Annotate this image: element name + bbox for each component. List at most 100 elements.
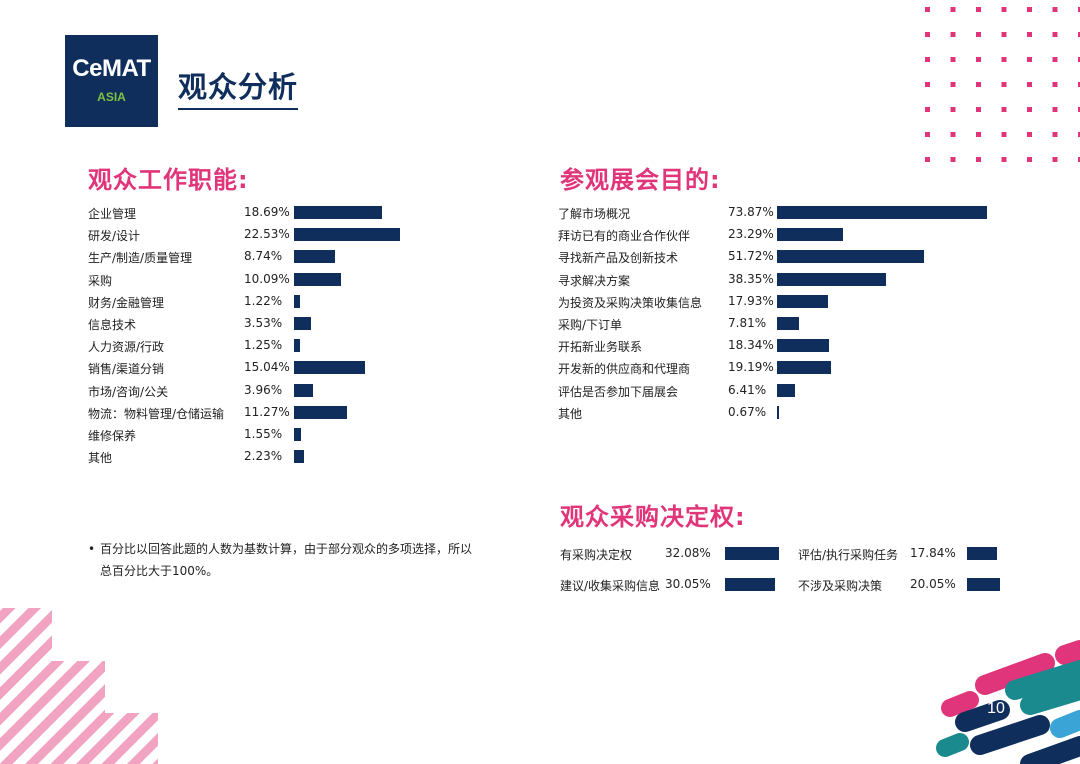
bar: [294, 272, 342, 286]
dot: [1027, 107, 1032, 112]
bar-label: 销售/渠道分销: [88, 362, 165, 377]
bar-label: 了解市场概况: [558, 207, 631, 221]
dot: [925, 107, 930, 112]
bar: [294, 228, 400, 242]
dot: [1078, 7, 1080, 12]
dot: [950, 7, 956, 12]
dot: [925, 57, 930, 62]
bar-label: 评估是否参加下届展会: [558, 384, 679, 399]
bar: [725, 578, 776, 591]
dot: [925, 157, 930, 162]
bar-value-label: 6.41%: [728, 382, 767, 397]
dot: [1027, 32, 1032, 37]
dot: [950, 57, 956, 62]
bar-label: 物流：物料管理/仓储运输: [88, 406, 225, 421]
striped-step-pattern: [0, 608, 158, 764]
bar: [294, 206, 382, 219]
dot: [950, 32, 956, 37]
bar-value-label: 1.55%: [244, 427, 283, 441]
bar-label: 拜访已有的商业合作伙伴: [558, 229, 691, 244]
bar-value-label: 38.35%: [728, 271, 774, 286]
bar: [777, 228, 844, 242]
bar-label: 市场/咨询/公关: [88, 384, 169, 399]
bar-value-label: 32.08%: [665, 546, 711, 560]
bar-label: 企业管理: [88, 207, 137, 221]
bar-label: 为投资及采购决策收集信息: [558, 295, 703, 310]
dot: [1027, 132, 1032, 137]
bar-value-label: 10.09%: [244, 271, 290, 286]
dot: [1001, 82, 1007, 87]
bar-label: 财务/金融管理: [88, 295, 165, 310]
dot: [976, 57, 981, 62]
dot: [976, 157, 981, 162]
bar-label: 其他: [88, 451, 113, 466]
dot: [950, 107, 956, 112]
chart-title-visit-purpose: 参观展会目的:: [560, 166, 721, 194]
bar-label: 寻求解决方案: [558, 273, 631, 288]
bar-label: 人力资源/行政: [88, 340, 165, 355]
bar-value-label: 3.96%: [244, 382, 283, 397]
bar-label: 研发/设计: [88, 229, 141, 244]
bar-value-label: 0.67%: [728, 404, 767, 419]
bar-value-label: 30.05%: [665, 577, 711, 591]
dot: [1078, 157, 1080, 162]
dot: [1027, 157, 1032, 162]
dot: [976, 107, 981, 112]
bar: [294, 405, 347, 419]
dot: [976, 132, 981, 137]
bar: [777, 383, 796, 397]
bar: [725, 547, 779, 560]
bar-label: 维修保养: [88, 429, 137, 443]
bar-label: 开拓新业务联系: [558, 340, 643, 355]
bar-value-label: 23.29%: [728, 227, 774, 242]
dot: [1001, 7, 1007, 12]
bar-value-label: 2.23%: [244, 449, 283, 464]
bar-value-label: 17.84%: [910, 546, 956, 560]
bar-label: 建议/收集采购信息: [560, 579, 661, 593]
dot: [1078, 57, 1080, 62]
dot: [1052, 82, 1058, 87]
bar-value-label: 8.74%: [244, 249, 283, 264]
dot: [1052, 157, 1058, 162]
bar-label: 寻找新产品及创新技术: [558, 251, 679, 266]
dot: [925, 82, 930, 87]
bar-value-label: 22.53%: [244, 227, 290, 242]
bar-value-label: 19.19%: [728, 360, 774, 375]
bar: [777, 250, 924, 264]
dot: [976, 82, 981, 87]
bar: [777, 405, 779, 419]
dot: [1027, 82, 1032, 87]
dot: [950, 132, 956, 137]
bar-label: 采购/下订单: [558, 318, 623, 332]
bar: [294, 339, 300, 353]
bar-value-label: 20.05%: [910, 577, 956, 591]
dot: [1027, 7, 1032, 12]
dot: [1052, 7, 1058, 12]
chart-title-purchase-authority: 观众采购决定权:: [560, 503, 746, 531]
dot: [1052, 132, 1058, 137]
bar-label: 生产/制造/质量管理: [88, 251, 193, 266]
bar: [294, 250, 336, 264]
bar: [777, 294, 828, 308]
dot: [1001, 132, 1007, 137]
bullet-icon: •: [88, 542, 96, 556]
bar: [777, 272, 886, 286]
bar: [777, 206, 987, 219]
bar: [294, 428, 302, 441]
page-title: 观众分析: [178, 64, 299, 110]
bar-value-label: 7.81%: [728, 316, 767, 330]
dot: [1052, 107, 1058, 112]
pill-stripes-decoration: [936, 640, 1080, 764]
bar: [294, 383, 313, 397]
bar: [777, 317, 800, 330]
dot: [1052, 57, 1058, 62]
dot: [1078, 82, 1080, 87]
chart-title-job-function: 观众工作职能:: [88, 166, 249, 194]
dot: [976, 7, 981, 12]
dot: [950, 157, 956, 162]
dot: [1001, 57, 1007, 62]
dot: [1001, 107, 1007, 112]
bar-value-label: 73.87%: [728, 205, 774, 219]
dot: [1052, 32, 1058, 37]
